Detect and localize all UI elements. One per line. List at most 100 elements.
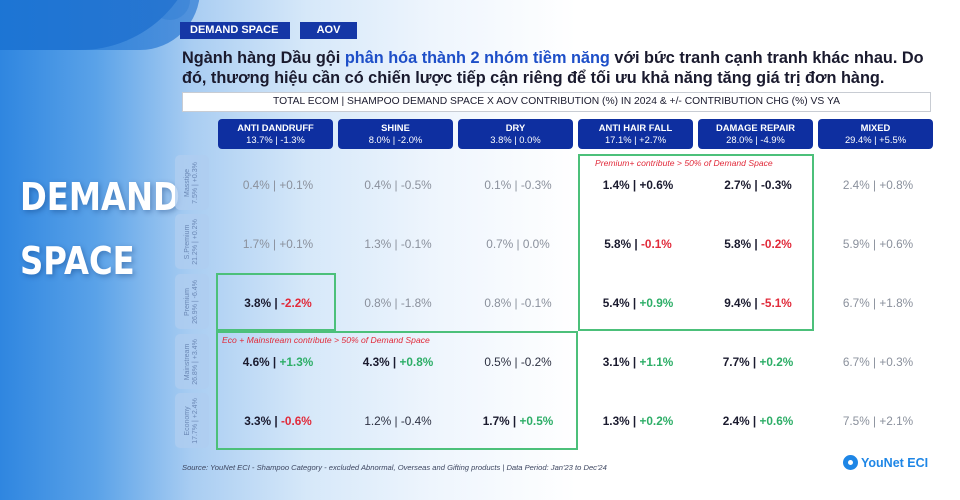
cell-change: +0.8% <box>879 178 914 192</box>
cell-share: 6.7% <box>842 296 870 310</box>
logo-text: YouNet ECI <box>861 455 929 470</box>
eco-mainstream-highlight-box <box>216 331 578 450</box>
cell-separator: | <box>869 178 880 192</box>
grid-cell: 6.7% | +1.8% <box>818 296 938 310</box>
row-label-masstige: Masstige 7.5% | +0.3% <box>175 155 209 210</box>
grid-cell: 0.4% | -0.5% <box>338 178 458 192</box>
cell-share: 0.7% <box>486 237 514 251</box>
table-title: TOTAL ECOM | SHAMPOO DEMAND SPACE X AOV … <box>182 92 931 112</box>
cell-change: 0.0% <box>522 237 550 251</box>
cell-share: 9.4% <box>724 296 752 310</box>
cell-change: -0.2% <box>520 355 552 369</box>
row-value: 26.8% | +3.4% <box>192 338 200 385</box>
cell-share: 0.4% <box>242 178 270 192</box>
grid-cell: 3.8% | -2.2% <box>218 296 338 310</box>
cell-change: -0.6% <box>280 414 312 428</box>
grid-cell: 0.4% | +0.1% <box>218 178 338 192</box>
cell-share: 2.4% <box>842 178 870 192</box>
grid-cell: 5.9% | +0.6% <box>818 237 938 251</box>
section-title-line1: DEMAND <box>20 175 180 219</box>
cell-separator: | <box>509 414 520 428</box>
headline-text: Ngành hàng Dầu gội <box>182 49 345 67</box>
column-header-anti-dandruff: ANTI DANDRUFF 13.7% | -1.3% <box>218 119 333 149</box>
grid-cell: 0.7% | 0.0% <box>458 237 578 251</box>
row-label-s-premium: S.Premium 21.2% | +0.2% <box>175 214 209 269</box>
premium-box-note: Premium+ contribute > 50% of Demand Spac… <box>595 158 773 168</box>
cell-change: +0.2% <box>639 414 674 428</box>
cell-separator: | <box>391 178 401 192</box>
column-name: DRY <box>505 122 526 133</box>
cell-change: +0.1% <box>279 178 314 192</box>
column-name: ANTI DANDRUFF <box>237 122 314 133</box>
cell-share: 5.4% <box>602 296 630 310</box>
cell-separator: | <box>631 237 641 251</box>
cell-separator: | <box>751 237 761 251</box>
cell-change: +1.8% <box>879 296 914 310</box>
headline: Ngành hàng Dầu gội phân hóa thành 2 nhóm… <box>182 48 942 88</box>
row-name: Premium <box>184 287 191 316</box>
headline-text: với bức tranh cạnh tranh khác nhau. Do đ… <box>182 49 924 87</box>
headline-highlight: phân hóa thành 2 nhóm tiềm năng <box>344 49 610 67</box>
cell-separator: | <box>269 355 280 369</box>
cell-separator: | <box>629 355 640 369</box>
column-name: DAMAGE REPAIR <box>716 122 795 133</box>
column-header-damage-repair: DAMAGE REPAIR 28.0% | -4.9% <box>698 119 813 149</box>
cell-share: 4.6% <box>242 355 270 369</box>
tag-demand-space: DEMAND SPACE <box>180 22 290 39</box>
cell-separator: | <box>629 414 640 428</box>
cell-change: +0.5% <box>519 414 554 428</box>
cell-share: 2.4% <box>722 414 750 428</box>
grid-cell: 4.6% | +1.3% <box>218 355 338 369</box>
column-header-anti-hair-fall: ANTI HAIR FALL 17.1% | +2.7% <box>578 119 693 149</box>
grid-cell: 0.8% | -1.8% <box>338 296 458 310</box>
grid-cell: 1.2% | -0.4% <box>338 414 458 428</box>
cell-separator: | <box>869 296 880 310</box>
cell-change: +1.3% <box>279 355 314 369</box>
grid-cell: 1.3% | +0.2% <box>578 414 698 428</box>
row-value: 26.9% | -6.4% <box>192 279 199 324</box>
column-value: 13.7% | -1.3% <box>246 134 305 145</box>
cell-separator: | <box>389 355 400 369</box>
grid-cell: 2.4% | +0.8% <box>818 178 938 192</box>
cell-share: 7.7% <box>722 355 750 369</box>
grid-cell: 3.1% | +1.1% <box>578 355 698 369</box>
cell-change: -0.2% <box>760 237 792 251</box>
grid-cell: 1.4% | +0.6% <box>578 178 698 192</box>
cell-share: 5.8% <box>604 237 632 251</box>
grid-cell: 3.3% | -0.6% <box>218 414 338 428</box>
section-title-line2: SPACE <box>20 239 135 283</box>
cell-change: -0.1% <box>520 296 552 310</box>
grid-cell: 5.4% | +0.9% <box>578 296 698 310</box>
cell-change: +0.6% <box>879 237 914 251</box>
grid-cell: 6.7% | +0.3% <box>818 355 938 369</box>
column-name: MIXED <box>860 122 891 133</box>
cell-share: 1.7% <box>482 414 510 428</box>
cell-share: 5.8% <box>724 237 752 251</box>
cell-change: +2.1% <box>879 414 914 428</box>
grid-cell: 5.8% | -0.1% <box>578 237 698 251</box>
decorative-shape <box>150 0 190 20</box>
cell-change: -0.3% <box>520 178 552 192</box>
source-note: Source: YouNet ECI - Shampoo Category - … <box>182 463 607 472</box>
row-name: S.Premium <box>184 224 192 259</box>
cell-share: 3.8% <box>244 296 272 310</box>
cell-share: 3.1% <box>602 355 630 369</box>
cell-change: -0.1% <box>640 237 672 251</box>
cell-share: 1.3% <box>364 237 392 251</box>
cell-share: 0.1% <box>484 178 512 192</box>
cell-separator: | <box>869 237 880 251</box>
column-name: SHINE <box>381 122 410 133</box>
grid-cell: 7.5% | +2.1% <box>818 414 938 428</box>
cell-share: 1.3% <box>602 414 630 428</box>
column-name: ANTI HAIR FALL <box>598 122 673 133</box>
cell-share: 0.8% <box>484 296 512 310</box>
cell-share: 1.4% <box>602 178 630 192</box>
cell-separator: | <box>271 296 281 310</box>
cell-separator: | <box>271 414 281 428</box>
cell-separator: | <box>869 414 880 428</box>
cell-separator: | <box>511 178 521 192</box>
grid-cell: 2.7% | -0.3% <box>698 178 818 192</box>
cell-separator: | <box>513 237 523 251</box>
cell-change: +0.6% <box>639 178 674 192</box>
cell-change: -1.8% <box>400 296 432 310</box>
